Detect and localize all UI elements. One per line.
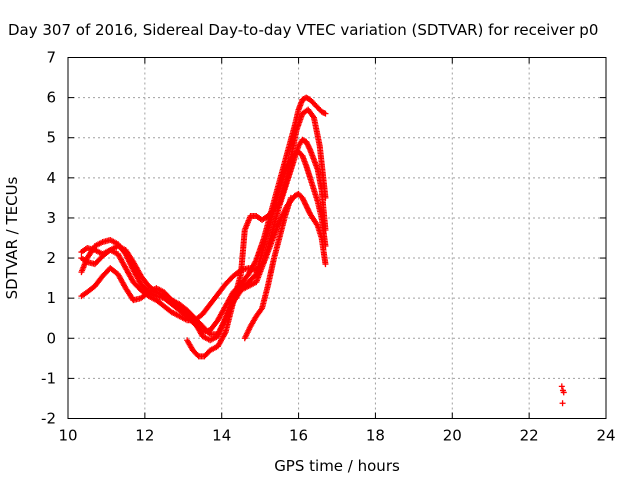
y-tick-label: 4 — [46, 169, 56, 187]
x-tick-label: 22 — [520, 427, 539, 445]
x-tick-label: 12 — [135, 427, 154, 445]
data-point-track-e — [322, 194, 329, 201]
data-point-track-a — [322, 110, 329, 117]
x-tick-label: 18 — [366, 427, 385, 445]
y-tick-label: 6 — [46, 89, 56, 107]
data-point-track-f — [287, 194, 294, 201]
x-tick-label: 24 — [596, 427, 615, 445]
x-tick-label: 14 — [212, 427, 231, 445]
data-point-late-points — [558, 383, 565, 390]
x-tick-label: 20 — [443, 427, 462, 445]
data-marks — [78, 94, 567, 407]
data-point-late-points — [559, 400, 566, 407]
y-tick-label: 0 — [46, 329, 56, 347]
data-point-track-a — [321, 109, 328, 116]
y-tick-label: 7 — [46, 49, 56, 67]
y-tick-label: -2 — [41, 410, 56, 428]
data-point-late-points — [560, 389, 567, 396]
y-tick-label: 5 — [46, 129, 56, 147]
y-axis-label: SDTVAR / TECUs — [3, 176, 21, 299]
data-point-track-e — [309, 113, 316, 120]
plot-frame — [67, 57, 607, 419]
data-point-track-d — [322, 261, 329, 268]
y-tick-label: 2 — [46, 249, 56, 267]
y-tick-label: 1 — [46, 289, 56, 307]
y-tick-label: -1 — [41, 369, 56, 387]
grid — [68, 57, 606, 419]
y-tick-label: 3 — [46, 209, 56, 227]
x-axis-label: GPS time / hours — [274, 457, 400, 475]
x-tick-label: 10 — [58, 427, 77, 445]
chart-title: Day 307 of 2016, Sidereal Day-to-day VTE… — [8, 21, 598, 39]
x-tick-label: 16 — [289, 427, 308, 445]
